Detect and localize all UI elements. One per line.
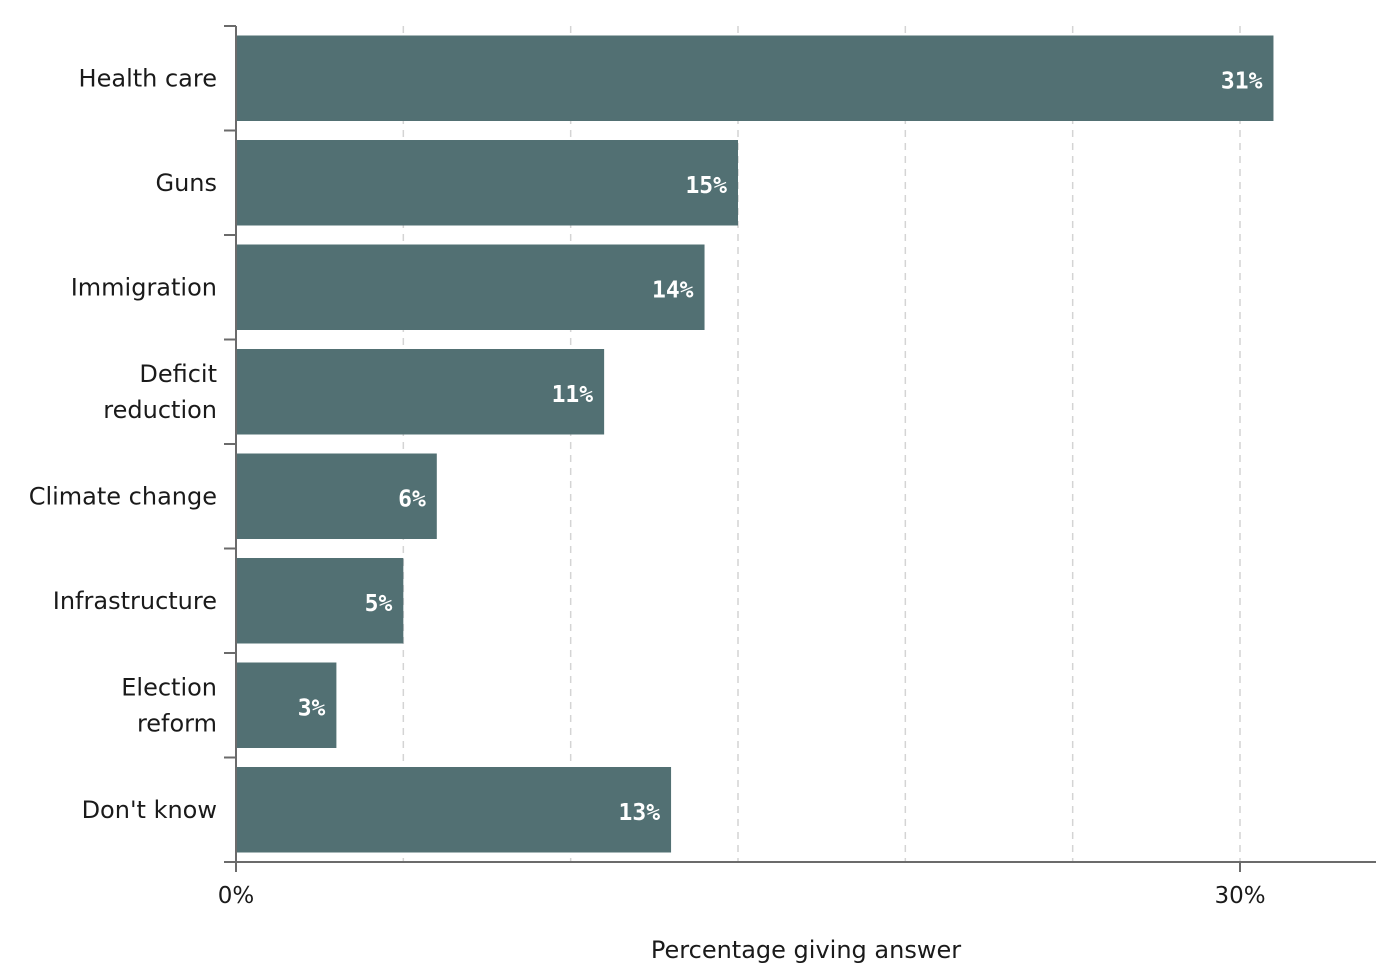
bars <box>236 35 1274 853</box>
bar <box>236 349 605 435</box>
category-label: Election reform <box>121 673 217 737</box>
x-tick-label: 0% <box>218 883 255 909</box>
category-label: Deficit reduction <box>103 360 217 424</box>
category-label: Infrastructure <box>53 587 217 615</box>
x-tick-label: 30% <box>1214 883 1265 909</box>
bar <box>236 662 337 748</box>
gridlines <box>402 26 1241 862</box>
bar-value-label: 11% <box>552 382 594 408</box>
bar-value-label: 14% <box>652 277 694 303</box>
bar <box>236 767 672 853</box>
category-label: Health care <box>79 64 217 92</box>
axes <box>224 25 1376 872</box>
category-label: Guns <box>155 169 217 197</box>
category-label: Climate change <box>29 482 217 510</box>
category-label: Don't know <box>82 796 217 824</box>
bar <box>236 453 437 539</box>
category-label: Immigration <box>71 273 217 301</box>
labels: 31% Health care 15% Guns 14% Immigration 11% De… <box>29 64 1266 909</box>
bar <box>236 140 738 226</box>
bar-value-label: 5% <box>365 591 393 617</box>
x-axis-title: Percentage giving answer <box>651 936 961 964</box>
bar-value-label: 13% <box>619 800 661 826</box>
bar-value-label: 31% <box>1221 68 1263 94</box>
bar-value-label: 6% <box>398 486 426 512</box>
bar <box>236 558 404 644</box>
bar-value-label: 3% <box>298 695 326 721</box>
bar <box>236 35 1274 121</box>
bar-value-label: 15% <box>685 173 727 199</box>
bar <box>236 244 705 330</box>
